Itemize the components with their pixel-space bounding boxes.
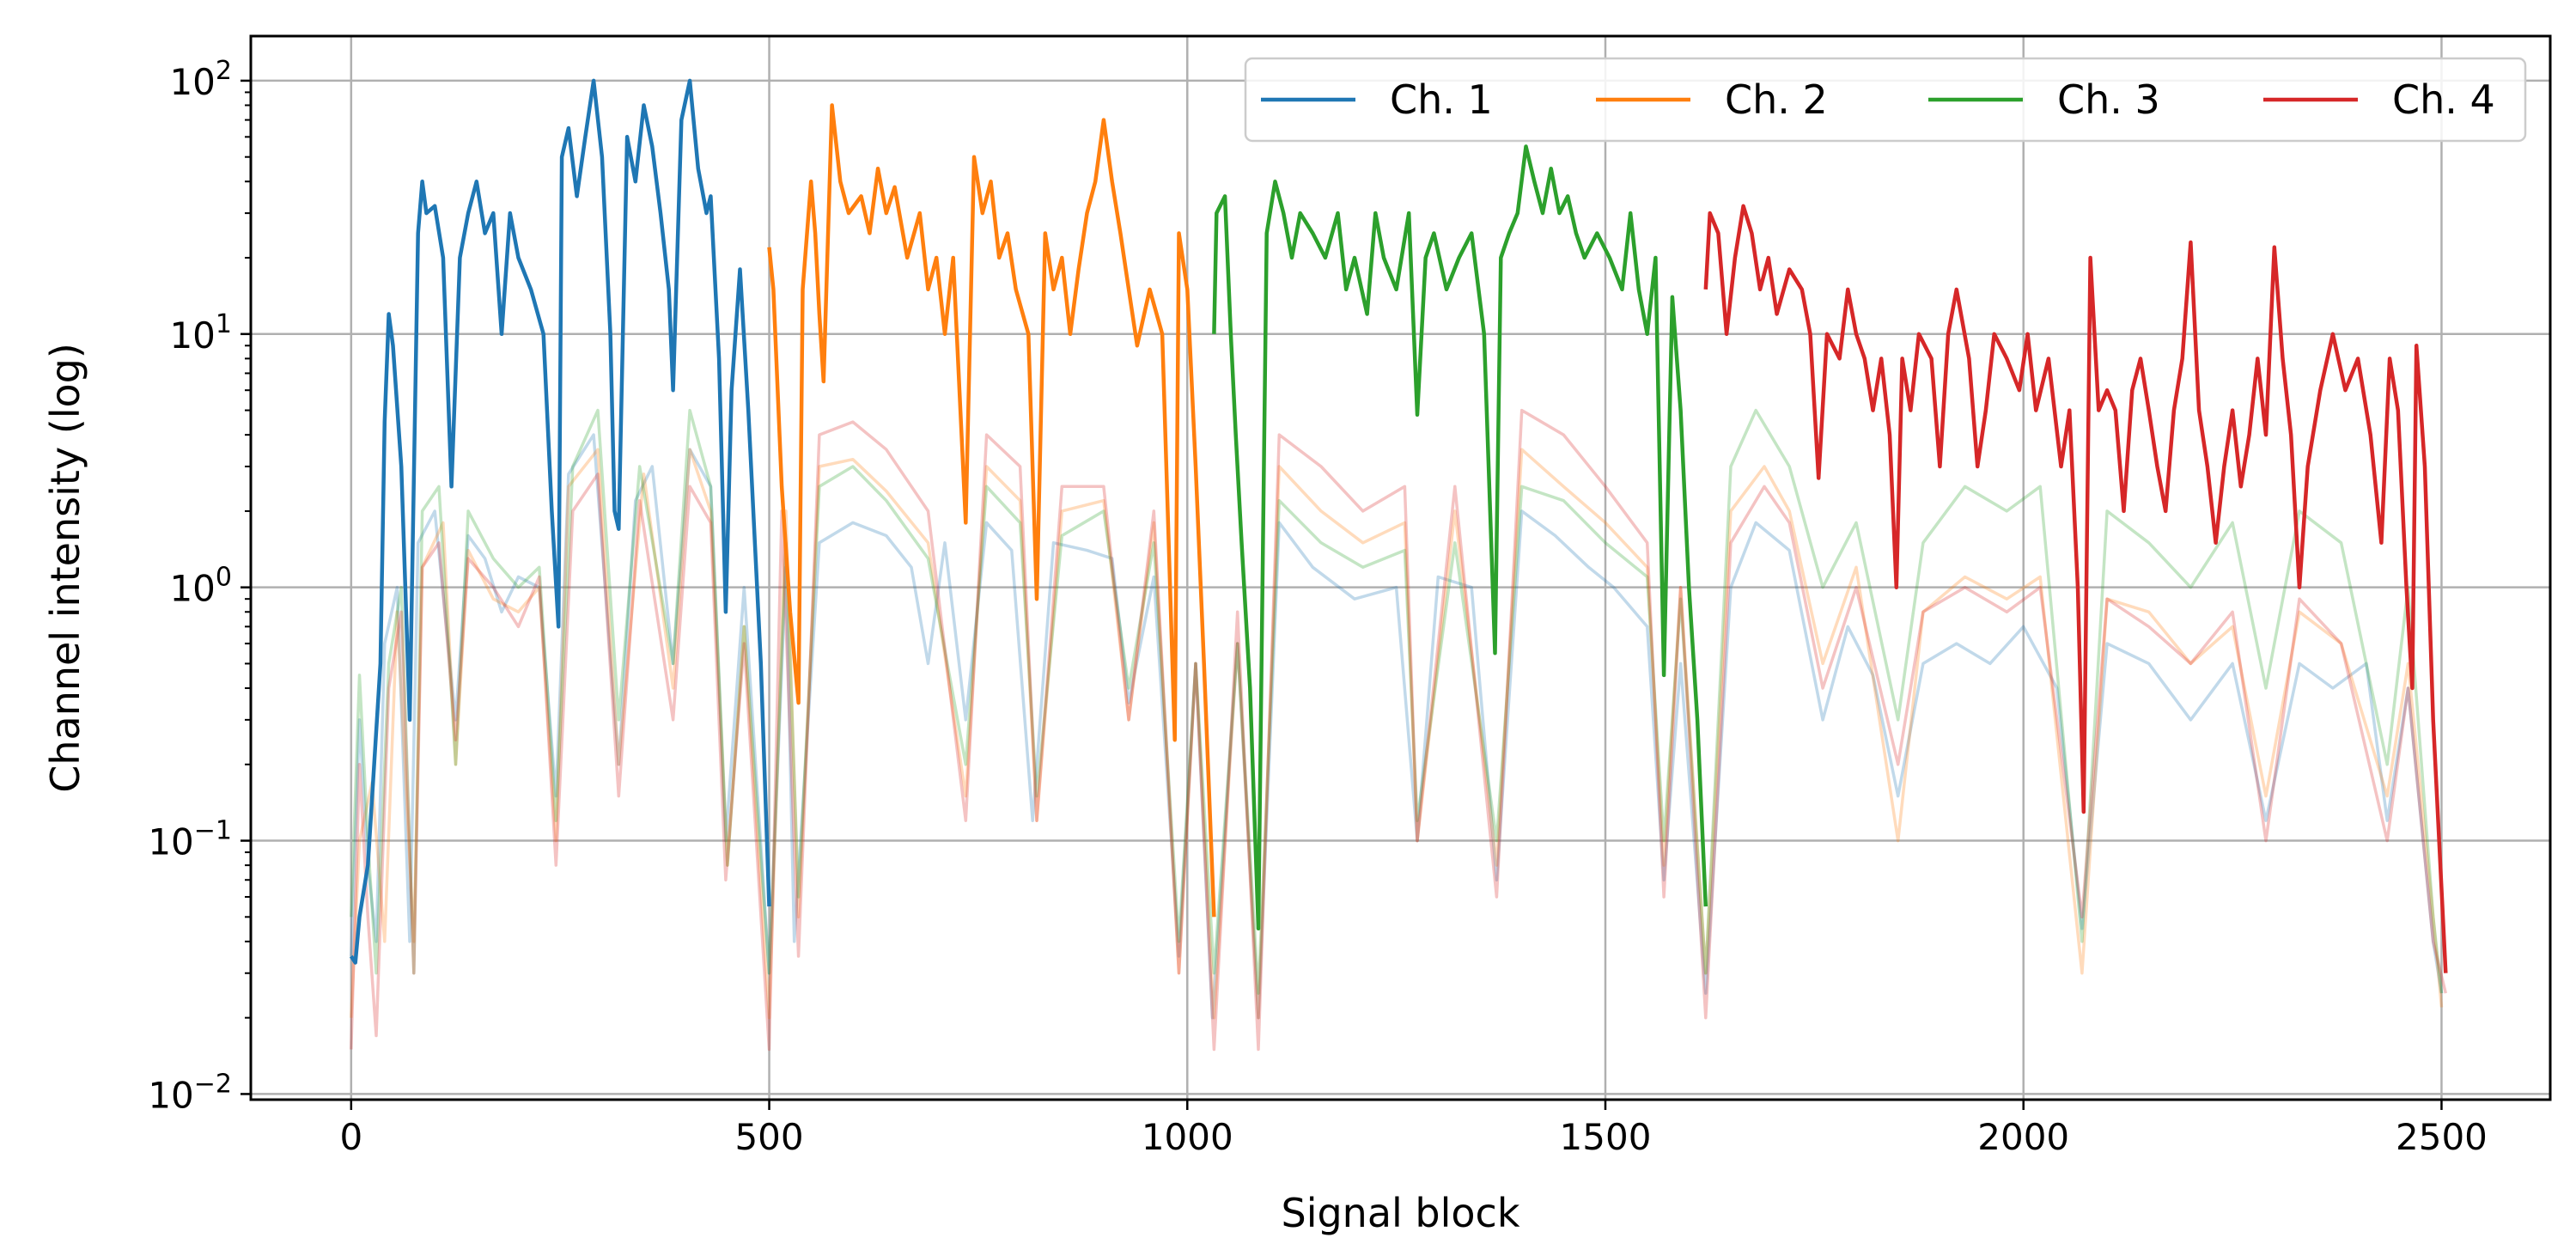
y-tick-label: 101: [169, 309, 232, 357]
series-faint-line: [350, 448, 2444, 1020]
grid: [251, 36, 2550, 1100]
y-tick-label: 100: [169, 563, 232, 610]
x-tick-label: 2500: [2396, 1116, 2488, 1158]
x-tick-label: 2000: [1977, 1116, 2069, 1158]
series-line: [767, 103, 1216, 918]
plot-area: [349, 78, 2448, 1052]
y-tick-exponent: −1: [194, 816, 232, 846]
y-tick-base: 10: [148, 1074, 193, 1116]
y-tick-label: 10−2: [148, 1069, 232, 1116]
y-tick-exponent: 1: [216, 309, 232, 339]
series-faint-line: [350, 433, 2444, 1020]
y-tick-exponent: 2: [216, 56, 232, 86]
legend-label: Ch. 2: [1725, 76, 1828, 123]
legend-box: [1244, 57, 2527, 143]
y-tick-exponent: −2: [194, 1069, 232, 1099]
x-tick-label: 0: [339, 1116, 362, 1158]
legend: Ch. 1 Ch. 2 Ch. 3 Ch. 4: [1244, 57, 2527, 143]
y-tick-label: 10−1: [148, 816, 232, 863]
series-line: [1703, 204, 2448, 973]
series-line: [1212, 144, 1708, 931]
y-tick-base: 10: [169, 61, 215, 103]
axes-frame: [249, 34, 2552, 1101]
y-tick-exponent: 0: [216, 563, 232, 593]
y-axis-label: Channel intensity (log): [42, 343, 88, 793]
legend-label: Ch. 3: [2057, 76, 2160, 123]
y-tick-label: 102: [169, 56, 232, 103]
legend-label: Ch. 1: [1390, 76, 1493, 123]
series-faint-line: [350, 408, 2444, 995]
series-faint-line: [350, 408, 2448, 1052]
y-tick-base: 10: [169, 314, 215, 357]
series-line: [349, 78, 771, 965]
x-axis: 0 500 1000 1500 2000 2500: [339, 1100, 2488, 1158]
x-axis-label: Signal block: [1282, 1190, 1520, 1236]
y-tick-base: 10: [169, 568, 215, 610]
x-tick-label: 1000: [1142, 1116, 1233, 1158]
legend-label: Ch. 4: [2392, 76, 2495, 123]
x-tick-label: 500: [734, 1116, 803, 1158]
y-tick-base: 10: [148, 821, 193, 863]
x-tick-label: 1500: [1560, 1116, 1652, 1158]
